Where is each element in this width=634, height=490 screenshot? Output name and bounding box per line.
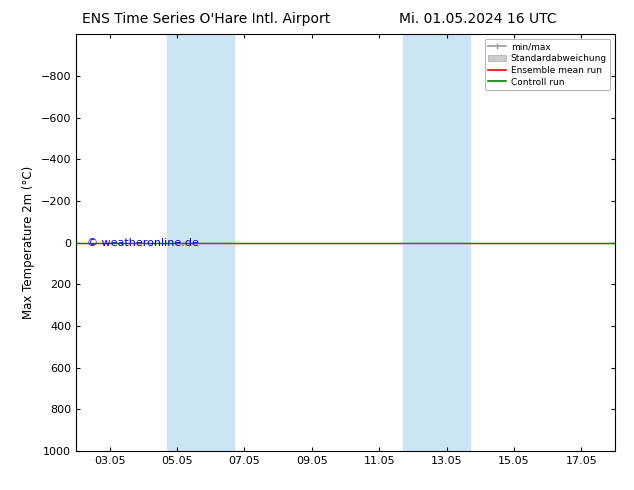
Text: © weatheronline.de: © weatheronline.de	[87, 238, 198, 247]
Legend: min/max, Standardabweichung, Ensemble mean run, Controll run: min/max, Standardabweichung, Ensemble me…	[484, 39, 611, 90]
Text: ENS Time Series O'Hare Intl. Airport: ENS Time Series O'Hare Intl. Airport	[82, 12, 331, 26]
Bar	[403, 34, 470, 451]
Text: Mi. 01.05.2024 16 UTC: Mi. 01.05.2024 16 UTC	[399, 12, 557, 26]
Bar	[167, 34, 235, 451]
Y-axis label: Max Temperature 2m (°C): Max Temperature 2m (°C)	[22, 166, 35, 319]
